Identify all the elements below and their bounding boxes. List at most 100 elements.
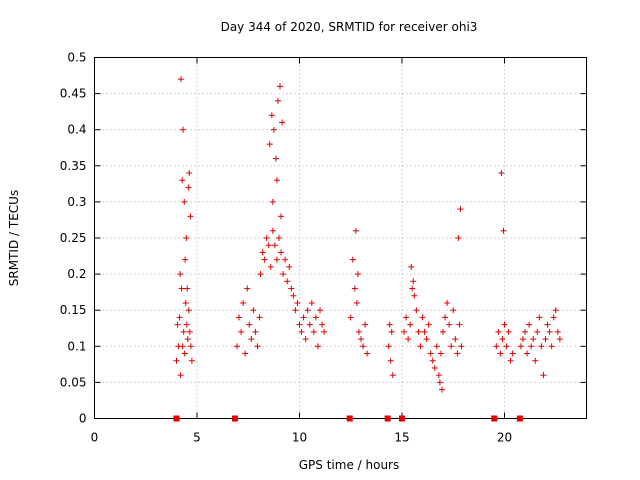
data-point — [436, 379, 443, 386]
data-point — [493, 343, 500, 350]
data-point — [408, 263, 415, 270]
data-point — [507, 357, 514, 364]
data-point — [300, 314, 307, 321]
y-tick-label: 0.4 — [67, 123, 86, 137]
data-point — [548, 343, 555, 350]
data-point — [317, 307, 323, 314]
data-point — [182, 256, 189, 263]
data-point — [347, 314, 354, 321]
data-point — [385, 343, 392, 350]
data-point — [517, 343, 524, 350]
data-point — [405, 336, 412, 343]
data-point — [187, 343, 194, 350]
data-point — [304, 307, 311, 314]
data-point — [178, 285, 185, 292]
data-point — [181, 198, 188, 205]
data-point — [509, 350, 516, 357]
data-point — [319, 321, 326, 328]
data-point — [267, 263, 274, 270]
data-point — [302, 336, 309, 343]
data-point — [188, 357, 195, 364]
data-point — [455, 235, 462, 241]
data-point — [556, 336, 563, 343]
chart-title: Day 344 of 2020, SRMTID for receiver ohi… — [221, 20, 478, 34]
zero-marker — [384, 415, 391, 422]
grid-lines — [94, 57, 587, 419]
x-tick-label: 15 — [394, 431, 409, 445]
data-point — [236, 314, 243, 321]
data-point — [178, 76, 185, 83]
data-point — [425, 321, 432, 328]
data-point — [270, 126, 277, 133]
data-point — [550, 314, 557, 321]
data-point — [552, 307, 559, 314]
data-point — [177, 372, 184, 379]
data-point — [254, 343, 261, 350]
data-point — [435, 372, 442, 379]
data-point — [458, 343, 465, 350]
data-point — [273, 256, 280, 263]
y-tick-label: 0.25 — [60, 231, 87, 245]
data-point — [284, 278, 291, 285]
data-point — [292, 307, 299, 314]
data-point — [273, 177, 280, 184]
axis-ticks: 0 0.05 0.1 0.15 0.2 0.25 0.3 0.35 0.4 0.45 0.5 0 5 10… — [60, 51, 587, 445]
data-point — [364, 350, 371, 357]
data-point — [180, 126, 187, 133]
data-point — [321, 328, 328, 335]
data-point — [294, 299, 301, 306]
y-tick-label: 0.2 — [67, 267, 86, 281]
data-point — [306, 321, 313, 328]
data-point — [278, 213, 285, 220]
data-point — [263, 235, 270, 241]
data-point — [386, 321, 393, 328]
data-point — [544, 321, 551, 328]
zero-marker — [173, 415, 180, 422]
data-point — [401, 328, 408, 335]
data-point — [246, 321, 253, 328]
data-point — [358, 336, 364, 343]
data-point — [354, 271, 361, 278]
data-point — [423, 336, 430, 343]
data-point — [353, 299, 360, 306]
data-point — [360, 343, 367, 350]
data-point — [269, 198, 276, 205]
data-point — [179, 343, 186, 350]
data-point — [505, 328, 512, 335]
data-point — [296, 321, 303, 328]
data-point — [421, 328, 428, 335]
x-tick-label: 20 — [497, 431, 512, 445]
y-tick-label: 0 — [79, 412, 87, 426]
data-point — [181, 350, 188, 357]
zero-marker — [231, 415, 238, 422]
zero-marker — [516, 415, 523, 422]
data-point — [540, 372, 547, 379]
data-point — [274, 97, 281, 104]
data-point — [272, 155, 279, 162]
data-point — [442, 314, 449, 321]
data-point — [407, 321, 414, 328]
data-point — [187, 213, 194, 220]
y-axis-label: SRMTID / TECUs — [7, 190, 21, 286]
data-point — [177, 271, 184, 278]
data-point — [542, 336, 549, 343]
data-point — [261, 256, 268, 263]
data-point — [173, 357, 180, 364]
data-point — [427, 350, 434, 357]
data-point — [176, 314, 183, 321]
data-point — [185, 184, 192, 191]
data-point — [266, 141, 273, 148]
data-point — [438, 386, 445, 393]
data-point — [238, 328, 245, 335]
data-point — [446, 321, 453, 328]
zero-marker — [346, 415, 353, 422]
data-point — [256, 314, 263, 321]
data-point — [497, 350, 504, 357]
data-point — [433, 343, 440, 350]
x-tick-label: 5 — [193, 431, 201, 445]
data-point — [277, 83, 284, 90]
zero-marker — [491, 415, 498, 422]
data-point — [279, 119, 286, 126]
y-tick-label: 0.5 — [67, 51, 86, 65]
